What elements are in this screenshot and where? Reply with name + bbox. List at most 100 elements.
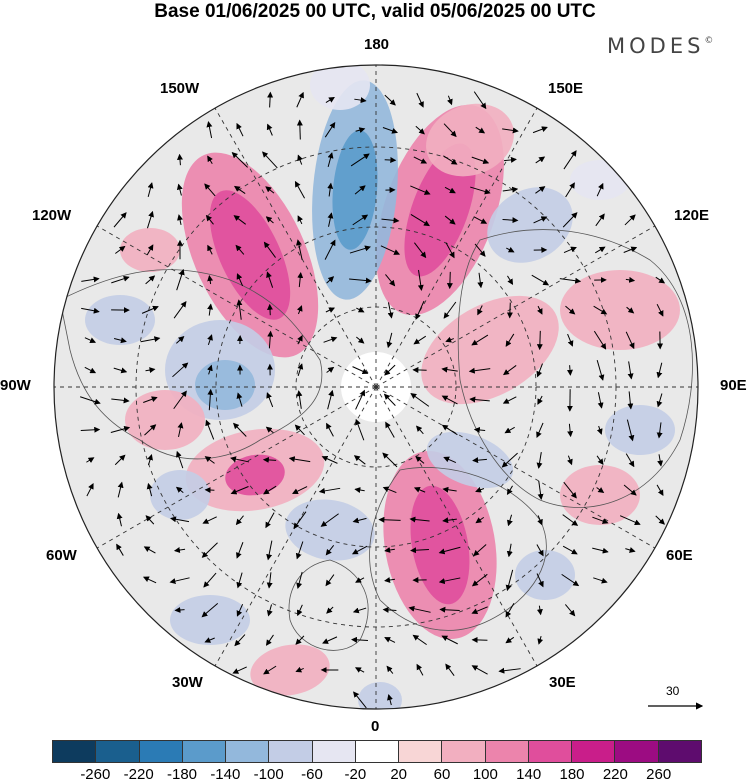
wind-vector xyxy=(177,214,183,225)
wind-vector xyxy=(141,305,159,314)
meridian-line xyxy=(375,386,538,667)
wind-vector xyxy=(172,362,189,378)
wind-vector xyxy=(410,213,430,227)
wind-vector xyxy=(471,156,490,165)
wind-vector xyxy=(382,452,398,468)
wind-vector xyxy=(205,214,214,225)
wind-vector xyxy=(408,605,431,613)
vector-reference-label: 30 xyxy=(666,684,680,698)
wind-vector xyxy=(207,334,213,346)
wind-vector xyxy=(413,242,427,259)
wind-vector xyxy=(409,516,430,523)
wind-vector xyxy=(536,422,544,438)
wind-vector xyxy=(561,573,580,587)
colorbar-tick-label: -140 xyxy=(210,766,241,783)
wind-vector xyxy=(656,422,663,439)
wind-vector xyxy=(111,397,130,404)
wind-vector xyxy=(146,210,154,229)
wind-vector xyxy=(265,512,275,529)
wind-vector xyxy=(207,155,213,164)
wind-vector xyxy=(84,366,97,374)
wind-vector xyxy=(596,182,604,197)
wind-vector xyxy=(296,571,303,589)
wind-vector xyxy=(203,572,217,588)
wind-vector xyxy=(473,426,486,433)
wind-vector xyxy=(441,635,458,645)
wind-vector xyxy=(207,303,214,316)
wind-vector xyxy=(230,486,249,495)
wind-vector xyxy=(596,487,605,494)
wind-vector xyxy=(353,455,366,465)
wind-vector xyxy=(326,366,335,373)
wind-vector xyxy=(262,456,277,463)
wind-vector xyxy=(323,336,338,343)
anomaly-blob xyxy=(487,187,573,263)
wind-vector xyxy=(352,214,369,226)
europe-outline xyxy=(369,467,547,631)
wind-vector xyxy=(503,365,517,376)
map-disk xyxy=(54,65,698,709)
wind-vector xyxy=(627,391,634,410)
colorbar-segment xyxy=(615,741,659,762)
wind-vector xyxy=(236,122,244,137)
anomaly-blob xyxy=(209,190,291,320)
wind-vector xyxy=(625,453,635,468)
wind-vector xyxy=(110,425,131,433)
anomaly-blob xyxy=(605,405,675,455)
wind-vector xyxy=(355,389,366,410)
wind-vector xyxy=(592,516,609,524)
wind-vector xyxy=(471,665,488,675)
colorbar-segment xyxy=(572,741,616,762)
wind-vector xyxy=(349,277,372,284)
wind-vector xyxy=(292,486,308,494)
wind-vector xyxy=(502,186,519,193)
wind-vector xyxy=(327,182,334,197)
wind-vector xyxy=(384,364,396,376)
wind-vector xyxy=(624,214,636,226)
wind-vector xyxy=(204,456,215,464)
wind-vector xyxy=(505,569,514,592)
wind-vector xyxy=(412,634,427,646)
wind-vector xyxy=(410,185,431,195)
wind-vector xyxy=(471,573,488,587)
wind-vector xyxy=(266,572,273,589)
wind-vector xyxy=(443,123,457,138)
wind-vector xyxy=(297,335,303,345)
wind-vector xyxy=(169,577,190,584)
wind-vector xyxy=(562,514,579,526)
wind-vector xyxy=(477,272,484,289)
wind-vector xyxy=(147,453,153,466)
wind-vector xyxy=(324,239,336,260)
wind-vector xyxy=(294,180,306,199)
wind-vector xyxy=(116,543,124,556)
wind-vector xyxy=(655,515,666,525)
wind-vector xyxy=(176,153,183,166)
wind-vector xyxy=(113,212,127,228)
wind-vector xyxy=(294,424,305,436)
wind-vector xyxy=(267,91,274,108)
colorbar-tick-label: 140 xyxy=(516,766,542,783)
wind-vector xyxy=(438,546,461,555)
wind-vector xyxy=(288,456,311,463)
wind-vector xyxy=(355,418,365,441)
wind-vector xyxy=(565,305,576,315)
wind-vector xyxy=(623,484,637,496)
wind-vector xyxy=(443,456,457,464)
wind-vector xyxy=(473,216,488,224)
wind-vector xyxy=(564,604,576,617)
wind-vector xyxy=(384,157,397,164)
wind-vector xyxy=(201,602,219,618)
wind-vector xyxy=(445,336,454,343)
wind-vector xyxy=(267,330,274,349)
meridian-line xyxy=(375,107,538,388)
wind-vector xyxy=(444,186,456,194)
wind-vector xyxy=(626,419,635,442)
wind-vector xyxy=(235,515,244,526)
wind-vector xyxy=(296,604,303,617)
wind-vector xyxy=(567,455,573,466)
wind-vector xyxy=(596,359,605,381)
wind-vector xyxy=(475,516,485,524)
wind-vector xyxy=(382,127,398,134)
wind-vector xyxy=(173,301,187,319)
colorbar-segment xyxy=(355,741,400,762)
